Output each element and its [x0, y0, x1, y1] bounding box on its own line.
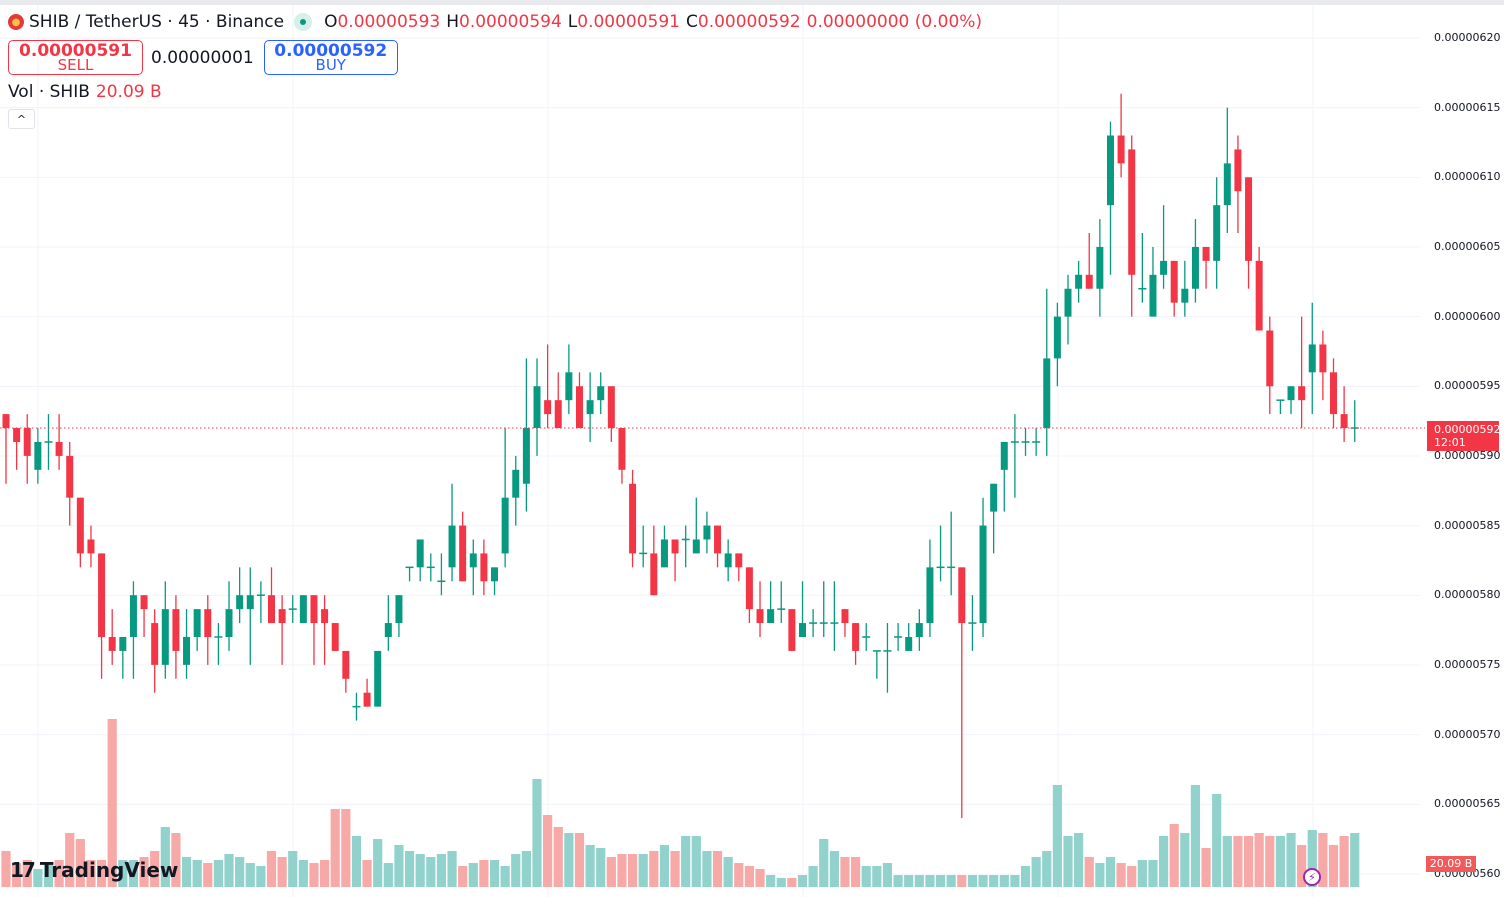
volume-value: 20.09 B: [95, 82, 162, 102]
price-tick-label: 0.00000615: [1434, 100, 1501, 114]
top-border: [0, 0, 1504, 5]
close-label: C: [686, 12, 698, 32]
tradingview-logo-text: TradingView: [39, 858, 179, 882]
sell-button[interactable]: 0.00000591 SELL: [8, 40, 143, 75]
high-value: 0.00000594: [459, 12, 562, 32]
trade-panel: 0.00000591 SELL 0.00000001 0.00000592 BU…: [8, 40, 398, 75]
price-tick-label: 0.00000610: [1434, 170, 1501, 184]
lightning-bolt-icon[interactable]: ⚡: [1303, 868, 1321, 886]
symbol-title[interactable]: SHIB / TetherUS · 45 · Binance: [29, 12, 285, 32]
chevron-up-icon: ^: [16, 112, 27, 126]
price-tick-label: 0.00000585: [1434, 518, 1501, 532]
current-price-value: 0.00000592: [1434, 423, 1501, 436]
bar-countdown: 12:01: [1434, 436, 1466, 449]
change-value: 0.00000000 (0.00%): [806, 12, 983, 32]
price-tick-label: 0.00000565: [1434, 797, 1501, 811]
symbol-legend: ● SHIB / TetherUS · 45 · Binance O 0.0000…: [8, 12, 982, 32]
open-value: 0.00000593: [337, 12, 441, 32]
open-label: O: [324, 12, 338, 32]
buy-button[interactable]: 0.00000592 BUY: [263, 40, 398, 75]
current-price-tag: 0.00000592 12:01: [1427, 421, 1501, 451]
volume-label: Vol · SHIB: [8, 82, 90, 102]
volume-tag: 20.09 B: [1426, 856, 1476, 872]
low-value: 0.00000591: [577, 12, 680, 32]
tradingview-logo[interactable]: 17 TradingView: [10, 858, 178, 882]
collapse-legend-button[interactable]: ^: [8, 109, 35, 129]
price-tick-label: 0.00000580: [1434, 588, 1501, 602]
price-tick-label: 0.00000590: [1434, 449, 1501, 463]
buy-label: BUY: [315, 55, 346, 74]
low-label: L: [567, 12, 578, 32]
market-open-dot-icon: [294, 13, 313, 31]
tradingview-mark-icon: 17: [10, 858, 36, 882]
candlestick-chart[interactable]: [0, 5, 1504, 897]
shiba-inu-coin-icon: ●: [8, 14, 24, 30]
sell-label: SELL: [57, 55, 94, 74]
price-tick-label: 0.00000605: [1434, 240, 1501, 253]
close-value: 0.00000592: [697, 12, 801, 32]
price-tick-label: 0.00000575: [1434, 658, 1501, 672]
high-label: H: [446, 12, 460, 32]
price-tick-label: 0.00000570: [1434, 727, 1501, 741]
volume-legend[interactable]: Vol · SHIB 20.09 B: [8, 82, 162, 102]
spread-value: 0.00000001: [151, 47, 254, 68]
price-tick-label: 0.00000595: [1434, 379, 1501, 393]
price-tick-label: 0.00000600: [1434, 309, 1501, 323]
price-tick-label: 0.00000620: [1434, 31, 1501, 44]
sell-price: 0.00000591: [19, 40, 132, 61]
buy-price: 0.00000592: [274, 40, 388, 61]
